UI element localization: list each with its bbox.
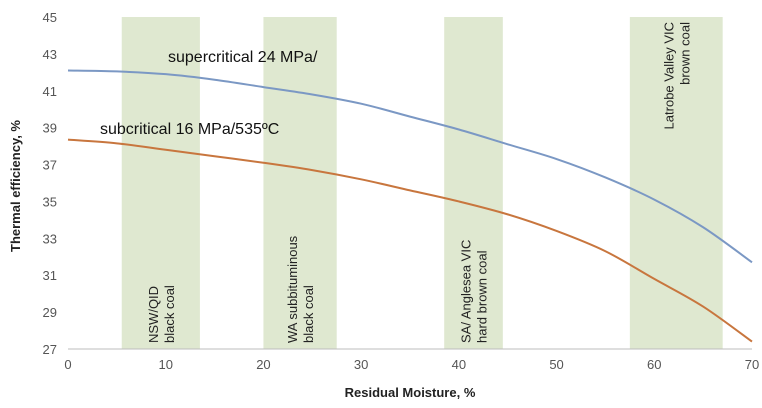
series-lines — [67, 69, 753, 343]
band-label-1: NSW/QID black coal — [146, 285, 177, 343]
y-tick-label: 31 — [43, 268, 57, 283]
y-tick-label: 39 — [43, 121, 57, 136]
x-tick-label: 70 — [745, 357, 759, 372]
band-label-4: Latrobe Valley VIC brown coal — [661, 22, 692, 130]
y-tick-label: 45 — [43, 10, 57, 25]
x-tick-label: 0 — [64, 357, 71, 372]
band-label-3: SA/ Anglesea VIC hard brown coal — [459, 240, 490, 343]
y-tick-label: 37 — [43, 158, 57, 173]
series-labels: supercritical 24 MPa/subcritical 16 MPa/… — [100, 49, 318, 138]
series-label-subcritical: subcritical 16 MPa/535ºC — [100, 121, 279, 138]
series-supercritical-line — [67, 69, 753, 264]
band-label-line: NSW/QID — [146, 286, 161, 343]
axes: 0 10 20 30 40 50 60 70 27 29 31 33 35 37 39 41 43 45 — [43, 10, 760, 372]
band-label-line: brown coal — [677, 22, 692, 85]
y-tick-label: 41 — [43, 84, 57, 99]
band-3 — [444, 17, 503, 349]
band-1 — [121, 17, 200, 349]
band-label-2: WA subbituminous black coal — [285, 235, 316, 343]
y-tick-label: 35 — [43, 194, 57, 209]
band-label-line: black coal — [301, 285, 316, 343]
band-label-line: black coal — [162, 285, 177, 343]
y-tick-label: 27 — [43, 342, 57, 357]
x-axis-title: Residual Moisture, % — [345, 385, 476, 400]
x-tick-label: 20 — [256, 357, 270, 372]
series-label-supercritical: supercritical 24 MPa/ — [168, 49, 318, 66]
series-subcritical-line — [67, 138, 753, 343]
band-labels: NSW/QID black coal WA subbituminous black c… — [146, 22, 692, 343]
x-tick-label: 30 — [354, 357, 368, 372]
x-tick-label: 10 — [158, 357, 172, 372]
coal-type-bands — [121, 17, 723, 349]
y-tick-label: 29 — [43, 305, 57, 320]
band-4 — [629, 17, 723, 349]
band-label-line: Latrobe Valley VIC — [661, 22, 676, 129]
x-tick-label: 60 — [647, 357, 661, 372]
band-label-line: WA subbituminous — [285, 235, 300, 343]
y-axis-title: Thermal efficiency, % — [8, 120, 23, 252]
y-tick-label: 33 — [43, 231, 57, 246]
band-2 — [263, 17, 337, 349]
x-tick-label: 40 — [452, 357, 466, 372]
x-tick-label: 50 — [549, 357, 563, 372]
band-label-line: hard brown coal — [475, 250, 490, 343]
band-label-line: SA/ Anglesea VIC — [459, 240, 474, 343]
y-tick-label: 43 — [43, 47, 57, 62]
